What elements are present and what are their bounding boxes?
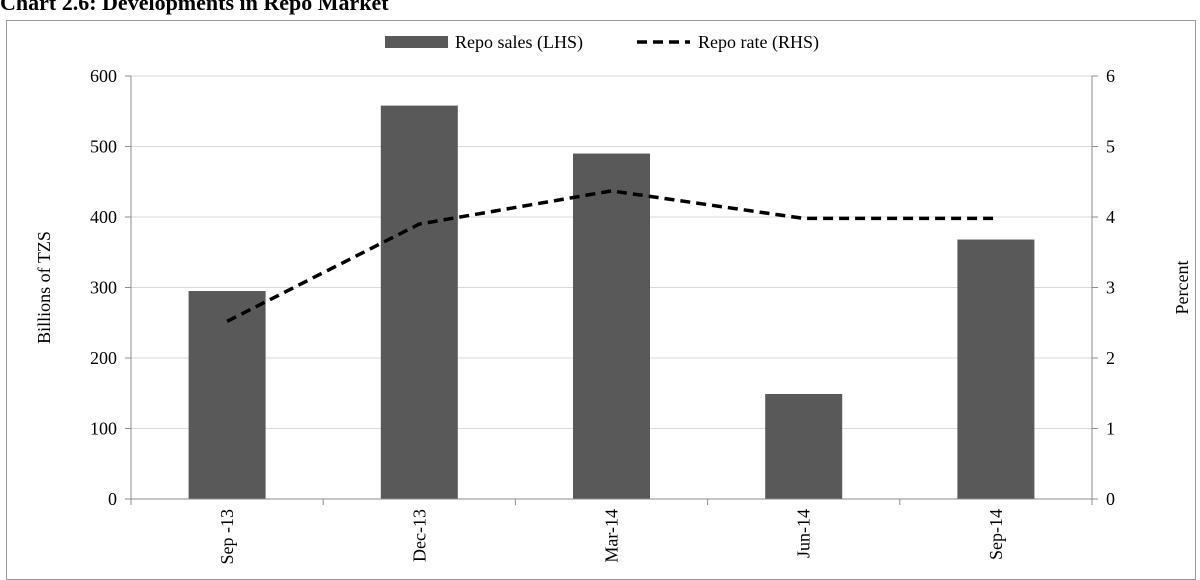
bar-series xyxy=(189,106,1035,499)
y-tick-label-right: 4 xyxy=(1106,207,1115,227)
y-tick-label-right: 6 xyxy=(1106,66,1115,86)
y-tick-label-left: 500 xyxy=(90,137,117,157)
x-tick-label: Mar-14 xyxy=(602,509,622,563)
x-tick-label: Sep-14 xyxy=(986,509,1006,560)
y-tick-label-right: 0 xyxy=(1106,489,1115,509)
y-tick-label-left: 100 xyxy=(90,419,117,439)
y-tick-label-right: 1 xyxy=(1106,419,1115,439)
y-tick-label-left: 0 xyxy=(108,489,117,509)
legend-label-repo-rate: Repo rate (RHS) xyxy=(698,32,819,53)
bar-4 xyxy=(957,240,1034,499)
y-tick-label-right: 2 xyxy=(1106,348,1115,368)
legend-swatch-repo-sales xyxy=(385,36,448,48)
y-tick-label-left: 400 xyxy=(90,207,117,227)
x-tick-label: Sep -13 xyxy=(217,509,237,565)
bar-3 xyxy=(765,394,842,499)
y-tick-label-right: 5 xyxy=(1106,137,1115,157)
bar-1 xyxy=(381,106,458,499)
x-tick-label: Dec-13 xyxy=(409,509,429,562)
y-tick-label-left: 300 xyxy=(90,278,117,298)
y-axis-title-left: Billions of TZS xyxy=(34,231,54,344)
y-tick-label-right: 3 xyxy=(1106,278,1115,298)
bar-2 xyxy=(573,154,650,499)
legend-label-repo-sales: Repo sales (LHS) xyxy=(455,32,583,53)
bar-0 xyxy=(189,291,266,499)
legend: Repo sales (LHS) Repo rate (RHS) xyxy=(385,32,819,53)
y-tick-label-left: 200 xyxy=(90,348,117,368)
x-tick-label: Jun-14 xyxy=(794,509,814,558)
y-axis-title-right: Percent xyxy=(1172,261,1192,315)
y-tick-label-left: 600 xyxy=(90,66,117,86)
